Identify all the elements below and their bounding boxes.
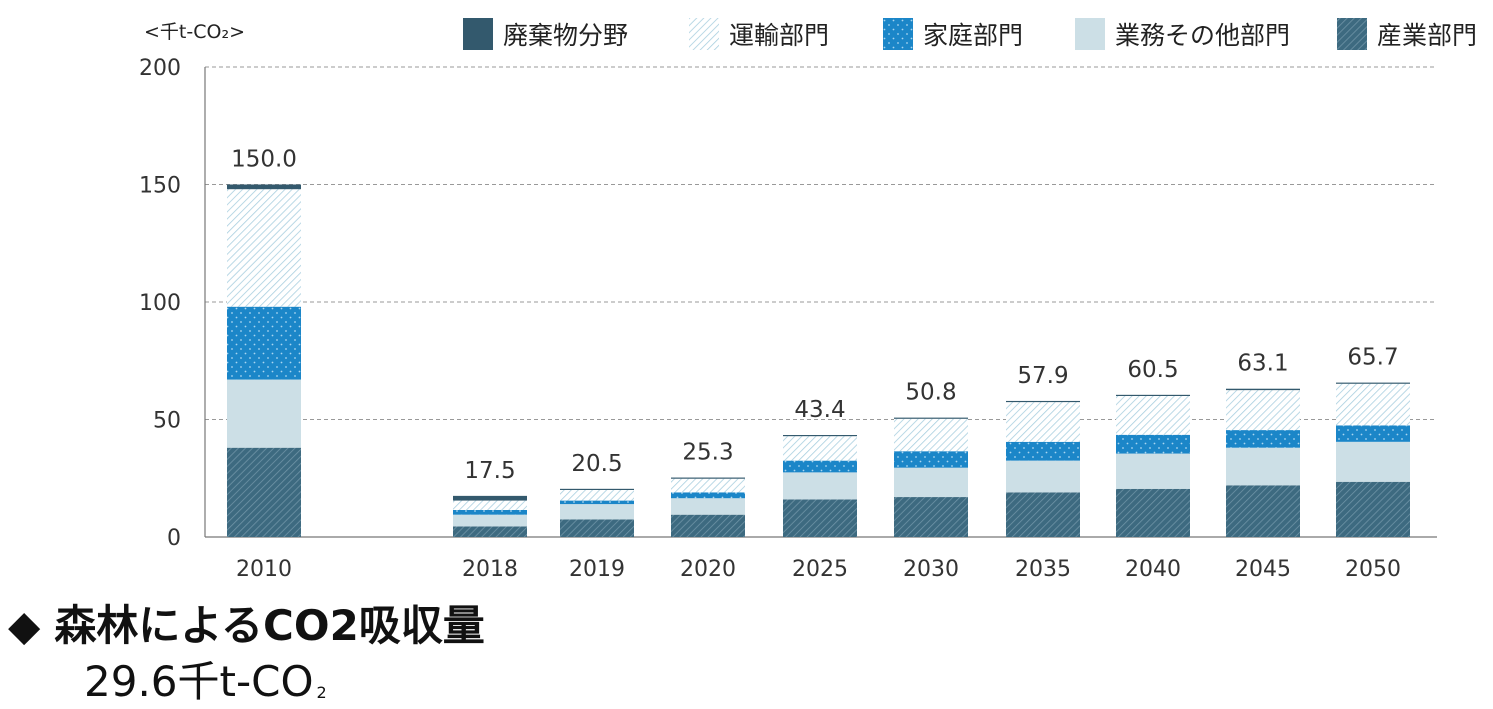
legend-label: 廃棄物分野: [503, 21, 628, 50]
legend-label: 運輸部門: [729, 21, 829, 50]
bar-segment: [1226, 485, 1300, 537]
bar-segment: [894, 497, 968, 537]
forest-absorption-value: 29.6千t-CO 2: [84, 648, 327, 709]
y-tick-label: 0: [167, 526, 181, 551]
bar-segment: [671, 478, 745, 493]
forest-absorption-title: 森林によるCO2吸収量: [54, 601, 485, 650]
legend: 廃棄物分野 運輸部門 家庭部門 業務その他部門 産業部門: [463, 18, 1477, 50]
bar-segment: [1116, 453, 1190, 489]
bar-segment: [453, 500, 527, 510]
bar-segment: [227, 189, 301, 307]
bar-segment: [453, 514, 527, 527]
labels: 150.0 2010 17.5 2018 20.5 2019 25.3 2020 43.4 202…: [231, 147, 1401, 583]
bar-segment: [1116, 488, 1190, 537]
bar-segment: [894, 417, 968, 419]
bar-segment: [1226, 447, 1300, 486]
total-label: 57.9: [1017, 363, 1068, 389]
x-tick-label: 2030: [903, 557, 959, 582]
x-tick-label: 2010: [236, 557, 292, 582]
x-tick-label: 2035: [1015, 557, 1071, 582]
bar-segment: [560, 504, 634, 520]
bar-segment: [227, 447, 301, 537]
stacked-bar-chart: 0 50 100 150 200 150.0 2010 17.5 2018 20.5 2019 25…: [139, 18, 1477, 583]
legend-label: 家庭部門: [923, 21, 1023, 50]
bar-segment: [1006, 441, 1080, 461]
bar-segment: [1006, 400, 1080, 403]
legend-swatch: [883, 18, 913, 50]
bar-segment: [1116, 396, 1190, 435]
total-label: 50.8: [905, 380, 956, 406]
bar-segment: [1116, 434, 1190, 454]
bar-segment: [671, 477, 745, 479]
bar-segment: [783, 436, 857, 461]
bar-segment: [894, 467, 968, 498]
forest-absorption-amount: 29.6千t-CO: [84, 657, 314, 706]
bar-segment: [227, 184, 301, 190]
bar-segment: [783, 472, 857, 500]
x-tick-label: 2018: [462, 557, 518, 582]
bar-segment: [894, 418, 968, 452]
bar-segment: [1226, 390, 1300, 431]
legend-swatch: [1075, 18, 1105, 50]
forest-absorption-subscript: 2: [316, 683, 327, 702]
bar-segment: [1336, 481, 1410, 537]
total-label: 63.1: [1237, 351, 1288, 377]
legend-swatch: [689, 18, 719, 50]
total-label: 43.4: [794, 397, 845, 423]
bar-segment: [1336, 382, 1410, 384]
bar-segment: [227, 379, 301, 448]
bars: [227, 184, 1410, 537]
y-tick-label: 200: [139, 56, 181, 81]
grid-lines: 0 50 100 150 200: [139, 56, 1437, 551]
bar-segment: [1116, 394, 1190, 396]
x-tick-label: 2045: [1235, 557, 1291, 582]
bar-segment: [783, 460, 857, 473]
bar-segment: [671, 498, 745, 515]
x-tick-label: 2040: [1125, 557, 1181, 582]
bar-segment: [1226, 388, 1300, 391]
bar-segment: [560, 500, 634, 505]
bar-segment: [453, 509, 527, 515]
legend-swatch: [463, 18, 493, 50]
bar-segment: [560, 488, 634, 490]
legend-label: 業務その他部門: [1115, 21, 1290, 50]
bar-segment: [783, 499, 857, 537]
bar-segment: [453, 526, 527, 537]
forest-absorption-heading: ◆ 森林によるCO2吸収量: [8, 592, 485, 653]
bar-segment: [671, 514, 745, 537]
bar-segment: [1226, 430, 1300, 448]
bar-segment: [453, 495, 527, 501]
y-tick-label: 50: [153, 409, 181, 434]
total-label: 20.5: [571, 451, 622, 477]
x-tick-label: 2050: [1345, 557, 1401, 582]
x-tick-label: 2020: [680, 557, 736, 582]
total-label: 25.3: [682, 440, 733, 466]
bar-segment: [560, 519, 634, 537]
bar-segment: [1336, 425, 1410, 442]
legend-label: 産業部門: [1377, 21, 1477, 50]
bar-segment: [671, 492, 745, 499]
diamond-icon: ◆: [8, 601, 41, 650]
total-label: 60.5: [1127, 357, 1178, 383]
y-tick-label: 100: [139, 291, 181, 316]
bar-segment: [1006, 402, 1080, 442]
legend-swatch: [1337, 18, 1367, 50]
bar-segment: [227, 306, 301, 380]
total-label: 17.5: [464, 458, 515, 484]
x-tick-label: 2019: [569, 557, 625, 582]
total-label: 65.7: [1347, 345, 1398, 371]
bar-segment: [560, 490, 634, 501]
bar-segment: [1006, 492, 1080, 537]
x-tick-label: 2025: [792, 557, 848, 582]
bar-segment: [1336, 441, 1410, 482]
bar-segment: [894, 451, 968, 468]
bar-segment: [783, 435, 857, 437]
y-tick-label: 150: [139, 174, 181, 199]
total-label: 150.0: [231, 147, 297, 173]
bar-segment: [1006, 460, 1080, 493]
bar-segment: [1336, 383, 1410, 426]
unit-label: <千t-CO₂>: [144, 21, 245, 43]
